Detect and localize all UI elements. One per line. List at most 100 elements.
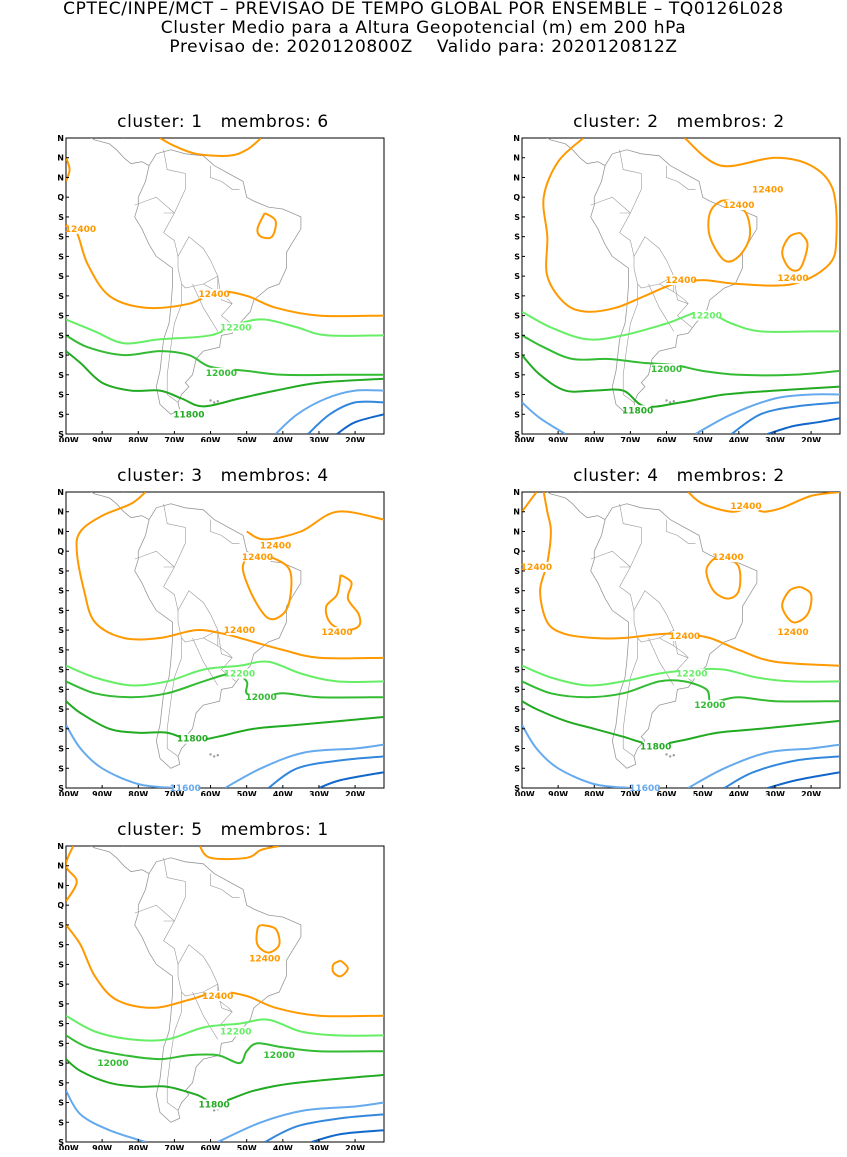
lon-tick-label: 30W [309,1144,329,1150]
contour-label: 12400 [65,225,96,235]
lon-tick-label: 20W [345,436,365,442]
lat-tick-label: EQ [58,193,64,202]
lon-tick-label: 70W [620,436,640,442]
contour-line [66,334,384,377]
contour-label-bg [67,223,94,234]
country-border [203,637,218,647]
map-plot: 12400 12400 12200 12000 12000 11800 15N 10N 5N EQ… [58,842,385,1150]
contour-line [264,1113,384,1142]
country-border [134,196,175,214]
panel-title: cluster: 1 membros: 6 [117,112,329,132]
coastline [578,138,580,139]
country-border [210,165,240,190]
contour-label-bg [201,288,228,299]
contour-label: 12400 [730,502,761,512]
contour-line [66,1058,384,1104]
lat-tick-label: 5N [58,173,64,182]
contour-label-bg [262,540,289,551]
lat-tick-label: EQ [514,547,520,556]
contour-line [767,417,840,434]
contour-label: 12000 [694,701,725,711]
lat-tick-label: 15N [514,488,520,497]
lat-tick-label: 10N [58,862,64,871]
lat-tick-label: 5S [58,213,64,222]
contour-label-bg [266,1050,293,1061]
contour-group [66,846,384,1142]
island [668,401,672,404]
contour-label: 12000 [206,369,237,379]
contour-line [224,743,384,788]
header-line-1: CPTEC/INPE/MCT – PREVISAO DE TEMPO GLOBA… [63,0,784,19]
lon-tick-label: 70W [164,790,184,796]
contour-line [522,354,840,408]
contour-line [767,771,840,788]
lon-tick-label: 90W [548,436,568,442]
lat-tick-label: 60S [58,430,64,439]
lon-tick-label: 30W [309,790,329,796]
country-border [163,857,186,922]
lat-tick-label: 25S [58,1000,64,1009]
contour-line [307,400,384,434]
coastline [134,149,302,415]
lat-tick-label: 40S [58,1059,64,1068]
contour-line [198,846,280,861]
contour-label-bg [248,692,275,703]
country-border [166,992,182,1111]
lat-tick-label: 35S [58,685,64,694]
panel-title: cluster: 4 membros: 2 [573,466,785,486]
contour-label-bg [99,1058,126,1069]
lon-tick-label: 60W [201,790,221,796]
contour-label-bg [179,733,206,744]
contour-label-bg [222,1026,249,1037]
map-panel-1: cluster: 1 membros: 6 12400 12400 12200 120… [58,112,388,442]
contour-label-bg [251,953,278,964]
lon-tick-label: 90W [92,436,112,442]
island [216,400,219,403]
contour-label-bg [226,668,253,679]
contour-line [246,510,384,541]
lat-tick-label: 20S [514,272,520,281]
contour-line [705,554,742,600]
coastline-group [546,138,758,415]
island [672,400,675,403]
lat-tick-label: 60S [58,784,64,793]
coastline [134,857,302,1123]
lon-tick-label: 20W [801,436,821,442]
lat-tick-label: 55S [514,410,520,419]
lat-tick-label: 55S [58,764,64,773]
contour-line [539,492,840,667]
map-panel-3: cluster: 3 membros: 4 12400 12400 12400 124… [58,466,388,796]
lon-tick-label: 70W [620,790,640,796]
coastline [590,149,758,415]
lat-tick-label: 5N [514,527,520,536]
island [212,1109,216,1112]
lat-tick-label: EQ [514,193,520,202]
lon-tick-label: 80W [584,436,604,442]
contour-label: 12000 [651,365,682,375]
contour-line [75,492,384,660]
lat-tick-label: 5N [58,881,64,890]
plot-frame [65,137,385,435]
lat-tick-label: 55S [58,1118,64,1127]
contour-line [66,924,384,1018]
contour-label: 12400 [521,563,552,573]
contour-line [274,389,384,434]
coastline [122,138,124,139]
country-border [619,566,692,682]
contour-line [159,138,262,157]
lat-tick-label: 45S [58,1079,64,1088]
country-border [163,149,186,214]
contour-line [66,350,384,408]
contour-line [522,679,840,704]
contour-label: 11600 [170,784,201,794]
plot-frame [65,491,385,789]
lat-tick-label: 30S [514,666,520,675]
contour-label-bg [725,200,752,211]
country-border [619,149,642,214]
contour-label: 12000 [97,1059,128,1069]
contour-group [522,492,840,788]
contour-line [267,755,384,788]
lon-tick-label: 40W [273,436,293,442]
contour-line [66,223,384,318]
lat-tick-label: 55S [58,410,64,419]
